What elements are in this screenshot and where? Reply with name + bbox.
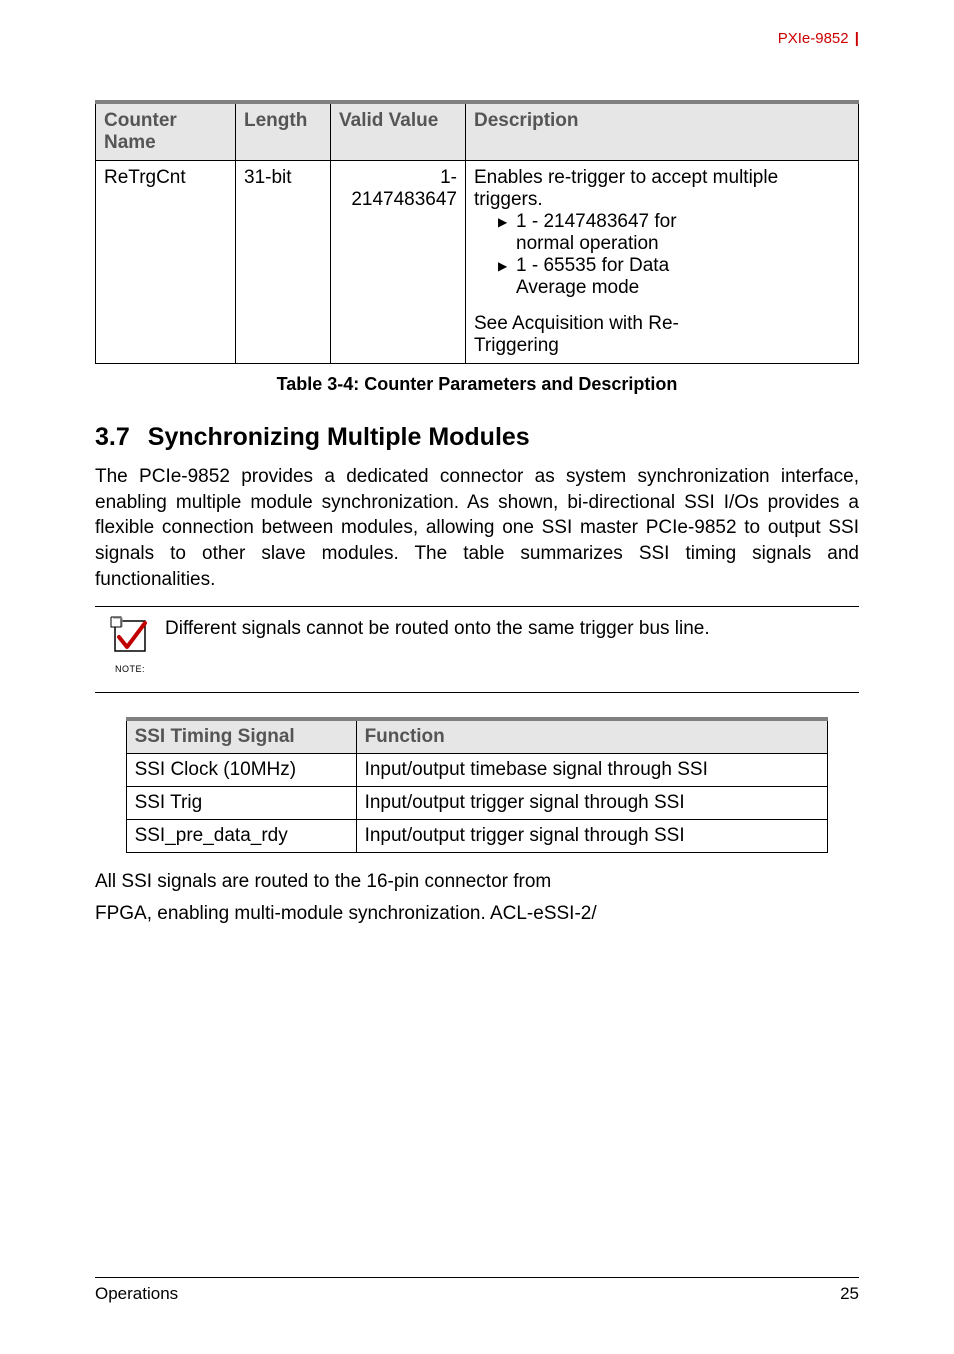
desc-tail-2: Triggering	[474, 335, 850, 357]
cell-signal: SSI_pre_data_rdy	[126, 820, 356, 853]
table-header-row: SSI Timing Signal Function	[126, 719, 828, 754]
paragraph-2b: FPGA, enabling multi-module synchronizat…	[95, 901, 859, 927]
cell-signal: SSI Clock (10MHz)	[126, 754, 356, 787]
cell-description: Enables re-trigger to accept multiple tr…	[466, 161, 859, 364]
cell-length: 31-bit	[236, 161, 331, 364]
table-header-row: Counter Name Length Valid Value Descript…	[96, 102, 859, 161]
cell-function: Input/output trigger signal through SSI	[356, 820, 828, 853]
col-valid-value: Valid Value	[331, 102, 466, 161]
note-text: Different signals cannot be routed onto …	[165, 615, 710, 642]
cell-function: Input/output timebase signal through SSI	[356, 754, 828, 787]
desc-bullet-1: 1 - 2147483647 for normal operation	[498, 211, 850, 255]
col-description: Description	[466, 102, 859, 161]
counter-table-caption: Table 3-4: Counter Parameters and Descri…	[95, 374, 859, 395]
paragraph-2a: All SSI signals are routed to the 16-pin…	[95, 869, 859, 895]
ssi-table: SSI Timing Signal Function SSI Clock (10…	[126, 717, 829, 853]
footer-section: Operations	[95, 1284, 178, 1304]
page-footer: Operations 25	[95, 1277, 859, 1304]
col-ssi-signal: SSI Timing Signal	[126, 719, 356, 754]
desc-tail-1: See Acquisition with Re-	[474, 313, 850, 335]
col-length: Length	[236, 102, 331, 161]
table-row: SSI Clock (10MHz) Input/output timebase …	[126, 754, 828, 787]
table-row: SSI_pre_data_rdy Input/output trigger si…	[126, 820, 828, 853]
note-icon-wrap: NOTE:	[95, 615, 165, 674]
col-function: Function	[356, 719, 828, 754]
header-product-label: PXIe-9852 |	[778, 30, 859, 47]
table-row: SSI Trig Input/output trigger signal thr…	[126, 787, 828, 820]
section-heading: 3.7 Synchronizing Multiple Modules	[95, 423, 859, 452]
counter-table: Counter Name Length Valid Value Descript…	[95, 100, 859, 364]
col-counter-name: Counter Name	[96, 102, 236, 161]
header-bar: |	[851, 30, 859, 47]
note-label: NOTE:	[95, 664, 165, 674]
cell-function: Input/output trigger signal through SSI	[356, 787, 828, 820]
cell-valid: 1-2147483647	[331, 161, 466, 364]
product-name: PXIe-9852	[778, 30, 849, 47]
desc-intro: Enables re-trigger to accept multiple tr…	[474, 167, 850, 211]
cell-signal: SSI Trig	[126, 787, 356, 820]
desc-bullet-2: 1 - 65535 for Data Average mode	[498, 255, 850, 299]
table-row: ReTrgCnt 31-bit 1-2147483647 Enables re-…	[96, 161, 859, 364]
note-check-icon	[109, 615, 151, 657]
section-number: 3.7	[95, 423, 130, 451]
footer-page-number: 25	[840, 1284, 859, 1304]
cell-name: ReTrgCnt	[96, 161, 236, 364]
section-paragraph: The PCIe-9852 provides a dedicated conne…	[95, 464, 859, 592]
note-block: NOTE: Different signals cannot be routed…	[95, 606, 859, 693]
section-title: Synchronizing Multiple Modules	[148, 423, 530, 451]
